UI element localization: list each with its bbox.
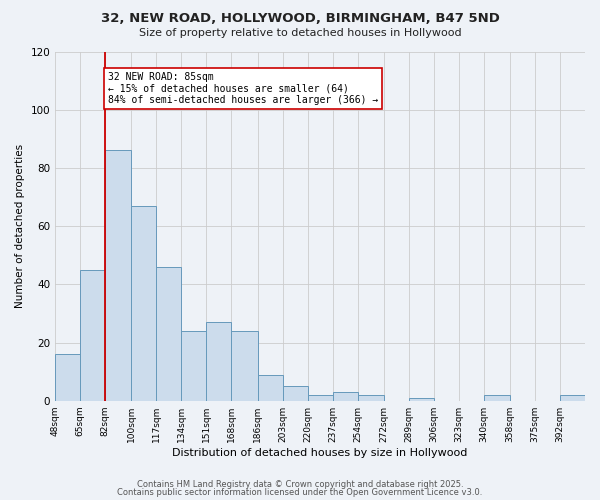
Bar [332, 392, 358, 400]
Bar [55, 354, 80, 401]
Text: Contains HM Land Registry data © Crown copyright and database right 2025.: Contains HM Land Registry data © Crown c… [137, 480, 463, 489]
Text: 32 NEW ROAD: 85sqm
← 15% of detached houses are smaller (64)
84% of semi-detache: 32 NEW ROAD: 85sqm ← 15% of detached hou… [108, 72, 378, 105]
Text: Contains public sector information licensed under the Open Government Licence v3: Contains public sector information licen… [118, 488, 482, 497]
Bar [181, 331, 206, 400]
Text: 32, NEW ROAD, HOLLYWOOD, BIRMINGHAM, B47 5ND: 32, NEW ROAD, HOLLYWOOD, BIRMINGHAM, B47… [101, 12, 499, 26]
Bar [560, 395, 585, 400]
Text: Size of property relative to detached houses in Hollywood: Size of property relative to detached ho… [139, 28, 461, 38]
Bar [231, 331, 258, 400]
Bar [80, 270, 105, 400]
Bar [409, 398, 434, 400]
Bar [283, 386, 308, 400]
Bar [206, 322, 231, 400]
Bar [105, 150, 131, 400]
Bar [131, 206, 157, 400]
Bar [157, 267, 181, 400]
Bar [484, 395, 510, 400]
Y-axis label: Number of detached properties: Number of detached properties [15, 144, 25, 308]
X-axis label: Distribution of detached houses by size in Hollywood: Distribution of detached houses by size … [172, 448, 468, 458]
Bar [258, 374, 283, 400]
Bar [308, 395, 332, 400]
Bar [358, 395, 384, 400]
